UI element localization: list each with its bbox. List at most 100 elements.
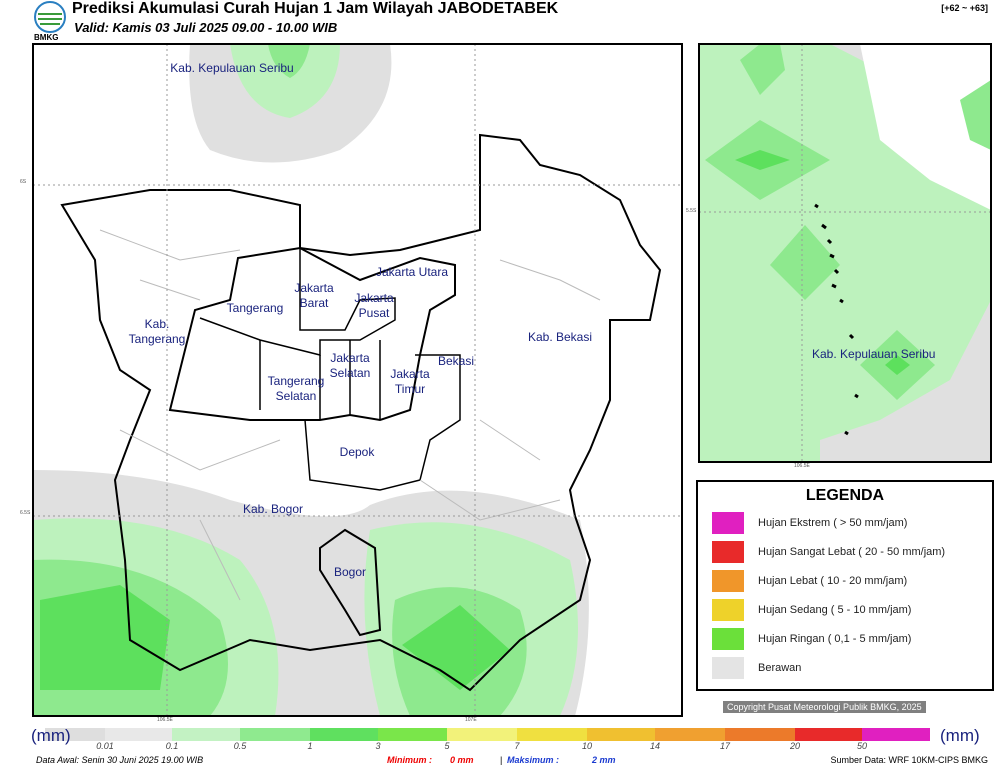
region-label: Barat <box>299 296 329 310</box>
maximum-label: Maksimum : <box>507 755 560 765</box>
legend-item: Hujan Ekstrem ( > 50 mm/jam) <box>712 512 907 534</box>
minimum-label: Minimum : <box>387 755 432 765</box>
unit-left: (mm) <box>31 726 71 745</box>
legend-title: LEGENDA <box>805 487 885 504</box>
rain-area <box>402 605 510 690</box>
lat-label: 5.5S <box>686 208 697 214</box>
legend-item: Hujan Lebat ( 10 - 20 mm/jam) <box>712 570 907 592</box>
legend-label: Hujan Lebat ( 10 - 20 mm/jam) <box>758 575 908 587</box>
islands <box>814 203 859 436</box>
region-label: Kab. Kepulauan Seribu <box>170 61 294 75</box>
main-map <box>32 43 683 717</box>
region-label: Timur <box>394 382 426 396</box>
city-boundary <box>319 528 382 637</box>
colorbar-tick-label: 5 <box>444 741 450 751</box>
colorbar <box>45 728 930 741</box>
lat-label: 6S <box>20 179 27 185</box>
rain-area <box>268 44 310 78</box>
colorbar-segment <box>310 728 378 741</box>
legend-swatch <box>712 599 744 621</box>
region-label: Bogor <box>333 565 367 579</box>
colorbar-tick-label: 1 <box>307 741 313 751</box>
legend-label: Hujan Sangat Lebat ( 20 - 50 mm/jam) <box>758 546 946 558</box>
valid-period: Valid: Kamis 03 Juli 2025 09.00 - 10.00 … <box>74 20 338 35</box>
colorbar-tick-label: 0.1 <box>165 741 179 751</box>
region-label: Kab. <box>144 317 170 331</box>
rain-area <box>735 150 790 170</box>
city-boundary <box>168 246 456 422</box>
region-label: Jakarta Utara <box>375 265 449 279</box>
colorbar-segment <box>240 728 310 741</box>
colorbar-segment <box>795 728 862 741</box>
region-label: Tangerang <box>226 301 284 315</box>
region-label: Selatan <box>329 366 371 380</box>
region-label: Kab. Bekasi <box>527 330 593 344</box>
colorbar-segment <box>45 728 105 741</box>
map-frame <box>32 43 683 717</box>
region-label: Jakarta <box>354 291 394 305</box>
rain-area <box>230 44 340 118</box>
colorbar-segment <box>447 728 517 741</box>
inset-map <box>698 43 992 463</box>
region-label: Bekasi <box>437 354 475 368</box>
legend-swatch <box>712 512 744 534</box>
region-label: Selatan <box>275 389 317 403</box>
colorbar-segment <box>517 728 587 741</box>
legend-label: Hujan Ekstrem ( > 50 mm/jam) <box>758 517 908 529</box>
district-boundary <box>259 340 461 491</box>
run-code: [+62 ~ +63] <box>941 3 988 13</box>
legend-item: Hujan Sedang ( 5 - 10 mm/jam) <box>712 599 911 621</box>
clear-area <box>860 44 991 210</box>
rain-area <box>770 225 840 300</box>
legend-label: Hujan Sedang ( 5 - 10 mm/jam) <box>758 604 912 616</box>
title: Prediksi Akumulasi Curah Hujan 1 Jam Wil… <box>72 0 559 17</box>
legend-label: Hujan Ringan ( 0,1 - 5 mm/jam) <box>758 633 912 645</box>
copyright: Copyright Pusat Meteorologi Publik BMKG,… <box>723 701 926 713</box>
legend-item: Hujan Sangat Lebat ( 20 - 50 mm/jam) <box>712 541 945 563</box>
region-label: Depok <box>339 445 375 459</box>
colorbar-segment <box>172 728 240 741</box>
legend: LEGENDA Hujan Ekstrem ( > 50 mm/jam) Huja… <box>696 480 994 691</box>
region-label: Kab. Bogor <box>242 502 304 516</box>
colorbar-tick-label: 7 <box>514 741 520 751</box>
legend-item: Berawan <box>712 657 801 679</box>
legend-item: Hujan Ringan ( 0,1 - 5 mm/jam) <box>712 628 911 650</box>
logo-text: BMKG <box>34 33 59 42</box>
inset-frame <box>698 43 992 463</box>
colorbar-segment <box>587 728 655 741</box>
colorbar-segment <box>862 728 930 741</box>
colorbar-tick-label: 0.01 <box>96 741 114 751</box>
region-label: Jakarta <box>294 281 334 295</box>
subdistrict-lines <box>99 229 601 601</box>
region-label: Tangerang <box>267 374 325 388</box>
legend-swatch <box>712 570 744 592</box>
colorbar-tick-label: 50 <box>856 741 867 751</box>
rain-area <box>960 80 991 150</box>
colorbar-tick-label: 0.5 <box>233 741 247 751</box>
lon-label: 106.5E <box>157 717 173 723</box>
region-label: Jakarta <box>390 367 430 381</box>
lat-label: 6.5S <box>20 510 31 516</box>
colorbar-tick-label: 17 <box>719 741 730 751</box>
colorbar-segment <box>655 728 725 741</box>
bmkg-logo <box>34 1 66 33</box>
colorbar-tick-label: 10 <box>581 741 592 751</box>
region-label: Kab. Kepulauan Seribu <box>812 347 936 361</box>
colorbar-segment <box>378 728 447 741</box>
lon-label: 106.5E <box>794 463 810 469</box>
data-source: Sumber Data: WRF 10KM-CIPS BMKG <box>830 755 988 765</box>
lon-label: 107E <box>465 717 477 723</box>
rain-area <box>740 44 785 95</box>
legend-label: Berawan <box>758 662 802 674</box>
unit-right: (mm) <box>940 726 980 745</box>
colorbar-tick-label: 3 <box>375 741 381 751</box>
data-start: Data Awal: Senin 30 Juni 2025 19.00 WIB <box>36 755 204 765</box>
logo-lines <box>38 13 62 25</box>
district-boundary <box>199 248 396 356</box>
region-label: Tangerang <box>128 332 186 346</box>
maximum-value: 2 mm <box>592 755 616 765</box>
region-label: Pusat <box>358 306 390 320</box>
